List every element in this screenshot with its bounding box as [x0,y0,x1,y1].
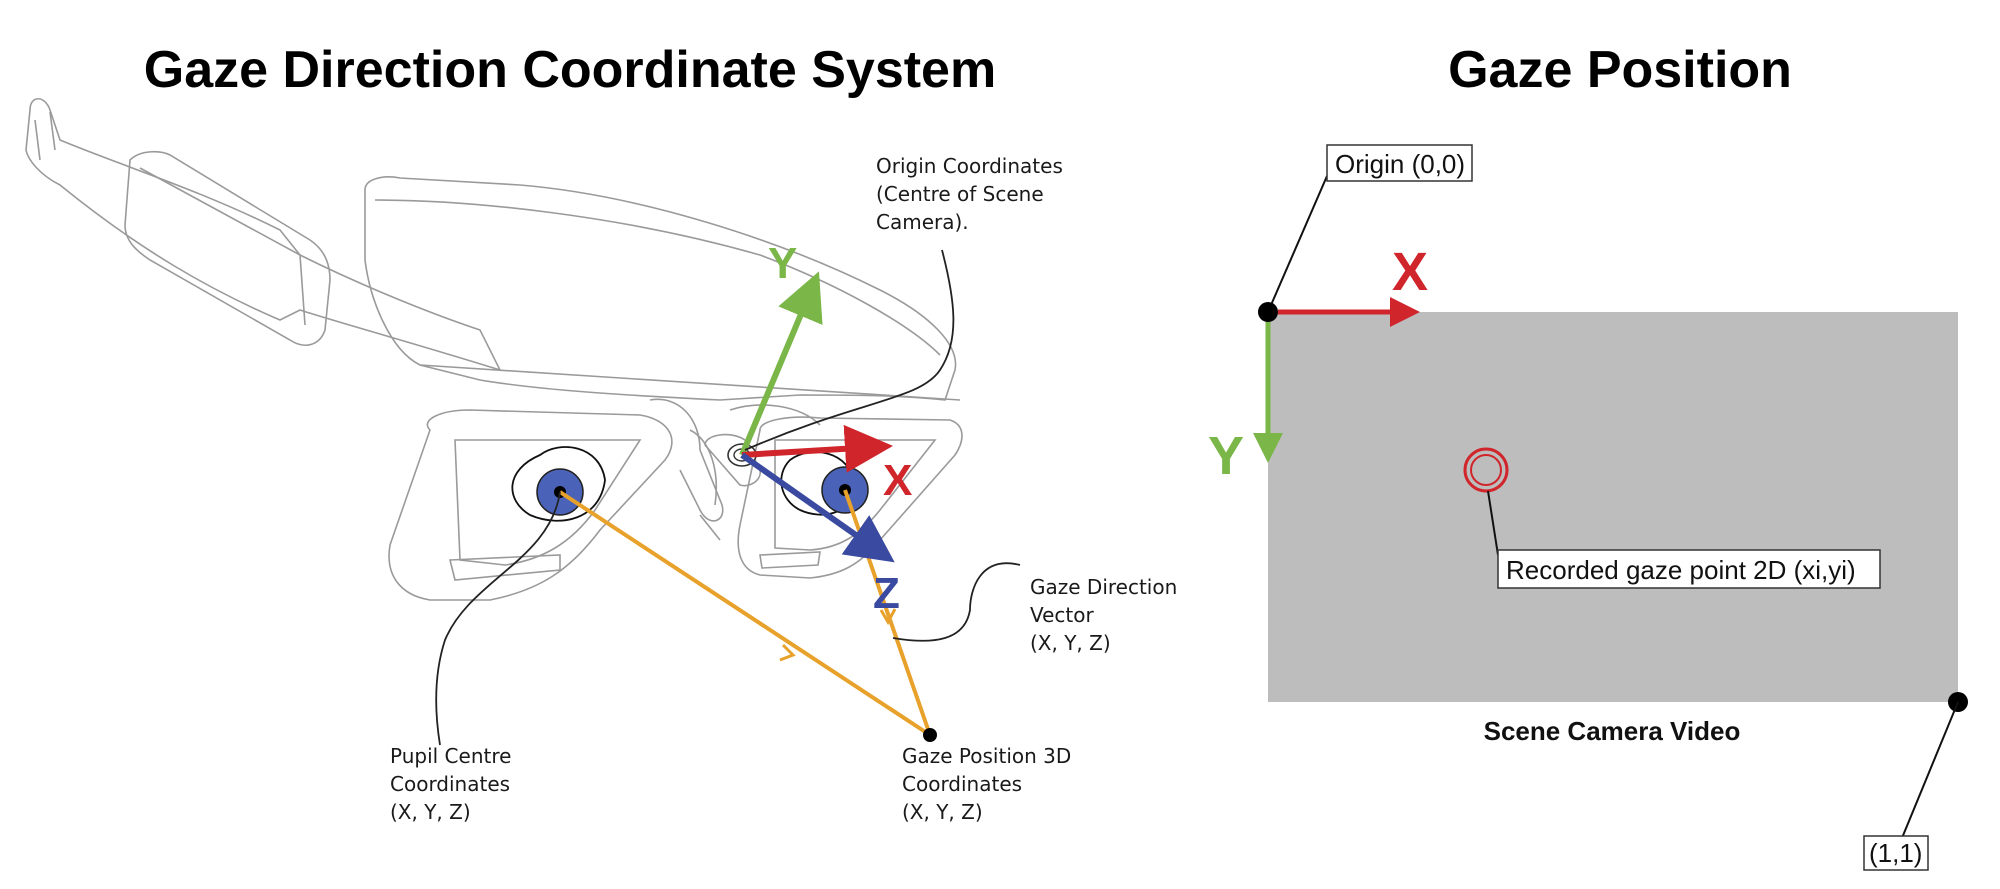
gaze-ray-left-chevron [779,643,796,662]
axis-label-x: X [883,456,912,505]
leader-gaze-point [1487,490,1499,556]
gaze-ray-right-chevron [879,608,897,626]
leader-origin-2d [1267,175,1328,313]
end-label-box: (1,1) [1863,835,1929,871]
gaze-point-label-box: Recorded gaze point 2D (xi,yi) [1497,549,1881,589]
label-pupil-line-1: Pupil Centre [390,744,511,768]
label-gaze-position-3d: Gaze Position 3D Coordinates (X, Y, Z) [902,744,1071,824]
label-gaze-direction-line-1: Gaze Direction [1030,575,1177,599]
eye-tracking-glasses-drawing [25,97,963,601]
label-gaze-direction-line-2: Vector [1030,603,1095,627]
gaze-point-label-text: Recorded gaze point 2D (xi,yi) [1506,555,1856,585]
axis-arrow-y [739,271,823,457]
leader-pupil [435,491,561,746]
label-pupil-line-2: Coordinates [390,772,510,796]
label-gaze-3d-line-1: Gaze Position 3D [902,744,1071,768]
label-gaze-direction-line-3: (X, Y, Z) [1030,631,1111,655]
origin-point [1258,302,1278,322]
label-origin-coordinates: Origin Coordinates (Centre of Scene Came… [876,154,1063,234]
label-pupil-centre: Pupil Centre Coordinates (X, Y, Z) [390,744,511,824]
label-origin-line-3: Camera). [876,210,969,234]
end-label-text: (1,1) [1869,838,1922,868]
axis-arrow-z [740,452,895,563]
label-gaze-3d-line-3: (X, Y, Z) [902,800,983,824]
leader-end-point [1901,701,1959,839]
title-gaze-position: Gaze Position [1448,41,1792,99]
axis-label-y: Y [768,239,797,288]
title-gaze-direction: Gaze Direction Coordinate System [143,41,997,99]
label-origin-line-1: Origin Coordinates [876,154,1063,178]
origin-label-box: Origin (0,0) [1326,144,1473,182]
label-origin-line-2: (Centre of Scene [876,182,1044,206]
gaze-ray-left [558,490,932,737]
axis2d-label-y: Y [1208,426,1244,486]
gaze-position-3d-point [923,728,937,742]
recorded-gaze-point [1463,447,1509,493]
leader-origin [744,249,955,451]
left-eye-outline [511,446,606,522]
label-gaze-direction-vector: Gaze Direction Vector (X, Y, Z) [1030,575,1177,655]
axis-label-z: Z [873,569,900,618]
leader-gaze-direction [892,562,1021,642]
origin-label-text: Origin (0,0) [1335,149,1465,179]
axis2d-label-x: X [1392,242,1428,302]
label-pupil-line-3: (X, Y, Z) [390,800,471,824]
label-gaze-3d-line-2: Coordinates [902,772,1022,796]
scene-camera-video-area [1268,312,1958,702]
axis-arrow-x [741,424,893,473]
scene-camera-video-label: Scene Camera Video [1484,716,1741,746]
